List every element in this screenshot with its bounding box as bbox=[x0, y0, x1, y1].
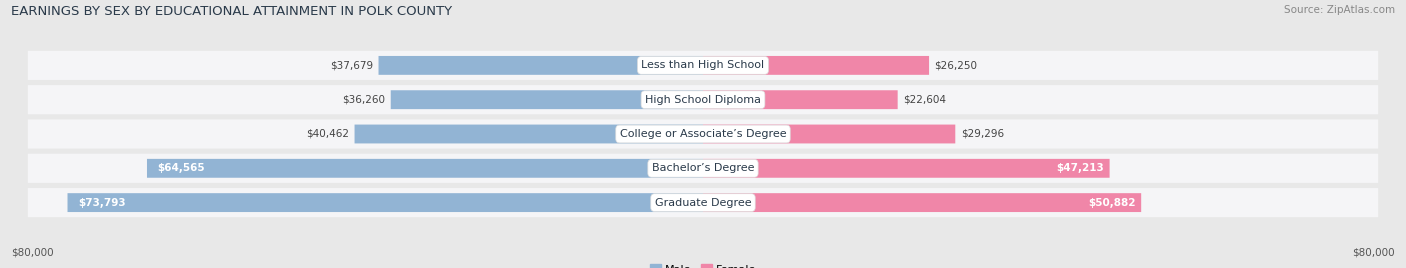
FancyBboxPatch shape bbox=[378, 56, 703, 75]
FancyBboxPatch shape bbox=[354, 125, 703, 143]
Text: $37,679: $37,679 bbox=[330, 60, 373, 70]
Text: $22,604: $22,604 bbox=[903, 95, 946, 105]
FancyBboxPatch shape bbox=[703, 90, 897, 109]
FancyBboxPatch shape bbox=[28, 154, 1378, 183]
Text: Bachelor’s Degree: Bachelor’s Degree bbox=[652, 163, 754, 173]
Text: $80,000: $80,000 bbox=[1353, 247, 1395, 257]
Text: $36,260: $36,260 bbox=[342, 95, 385, 105]
FancyBboxPatch shape bbox=[148, 159, 703, 178]
FancyBboxPatch shape bbox=[28, 188, 1378, 217]
FancyBboxPatch shape bbox=[703, 193, 1142, 212]
FancyBboxPatch shape bbox=[67, 193, 703, 212]
Text: $50,882: $50,882 bbox=[1088, 198, 1136, 208]
Text: High School Diploma: High School Diploma bbox=[645, 95, 761, 105]
Text: $73,793: $73,793 bbox=[77, 198, 125, 208]
Text: $64,565: $64,565 bbox=[157, 163, 205, 173]
FancyBboxPatch shape bbox=[28, 120, 1378, 148]
Text: EARNINGS BY SEX BY EDUCATIONAL ATTAINMENT IN POLK COUNTY: EARNINGS BY SEX BY EDUCATIONAL ATTAINMEN… bbox=[11, 5, 453, 18]
Text: Less than High School: Less than High School bbox=[641, 60, 765, 70]
Text: $40,462: $40,462 bbox=[307, 129, 349, 139]
Text: Graduate Degree: Graduate Degree bbox=[655, 198, 751, 208]
Text: $29,296: $29,296 bbox=[960, 129, 1004, 139]
Legend: Male, Female: Male, Female bbox=[645, 260, 761, 268]
Text: $80,000: $80,000 bbox=[11, 247, 53, 257]
Text: $26,250: $26,250 bbox=[935, 60, 977, 70]
FancyBboxPatch shape bbox=[703, 56, 929, 75]
FancyBboxPatch shape bbox=[28, 51, 1378, 80]
Text: $47,213: $47,213 bbox=[1056, 163, 1104, 173]
Text: College or Associate’s Degree: College or Associate’s Degree bbox=[620, 129, 786, 139]
FancyBboxPatch shape bbox=[703, 159, 1109, 178]
Text: Source: ZipAtlas.com: Source: ZipAtlas.com bbox=[1284, 5, 1395, 15]
FancyBboxPatch shape bbox=[391, 90, 703, 109]
FancyBboxPatch shape bbox=[703, 125, 955, 143]
FancyBboxPatch shape bbox=[28, 85, 1378, 114]
